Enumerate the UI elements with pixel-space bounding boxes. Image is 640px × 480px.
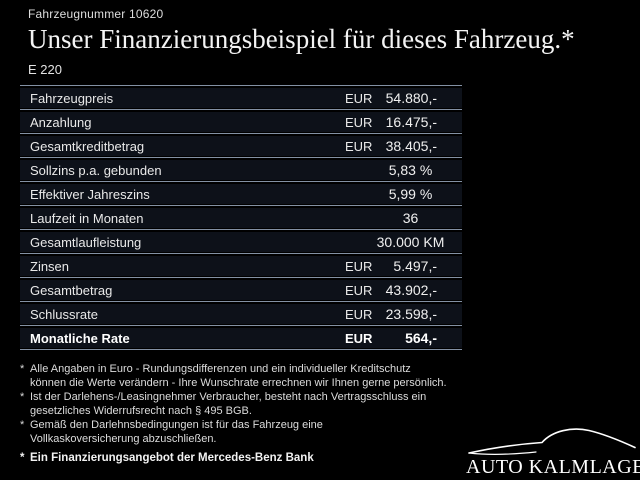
row-separator	[20, 133, 462, 134]
row-value: 5,83 %	[388, 162, 433, 178]
row-currency: EUR	[345, 114, 373, 130]
table-top-separator	[20, 85, 462, 86]
row-separator	[20, 253, 462, 254]
table-row: Fahrzeugpreis EUR 54.880,-	[20, 88, 462, 108]
row-separator	[20, 301, 462, 302]
table-row: Sollzins p.a. gebunden 5,83 %	[20, 160, 462, 180]
footnote-asterisk: *	[20, 363, 25, 375]
footnote-line: * Ist der Darlehens-/Leasingnehmer Verbr…	[20, 390, 490, 404]
row-value: 5,99 %	[388, 186, 433, 202]
row-value: 54.880,-	[385, 90, 437, 106]
row-label: Sollzins p.a. gebunden	[30, 162, 162, 178]
row-separator	[20, 157, 462, 158]
row-label: Zinsen	[30, 258, 70, 274]
row-label: Anzahlung	[30, 114, 92, 130]
row-value: 5.497,-	[393, 258, 437, 274]
footnote-text: können die Werte verändern - Ihre Wunsch…	[30, 377, 447, 389]
footnote-asterisk: *	[20, 452, 25, 464]
table-row: Anzahlung EUR 16.475,-	[20, 112, 462, 132]
footnote-line: * Gemäß den Darlehnsbedingungen ist für …	[20, 418, 490, 432]
row-label: Gesamtlaufleistung	[30, 234, 142, 250]
row-label: Effektiver Jahreszins	[30, 186, 150, 202]
footnote-line: * Alle Angaben in Euro - Rundungsdiffere…	[20, 362, 490, 376]
row-label: Schlussrate	[30, 306, 98, 322]
footnote-asterisk	[20, 432, 30, 446]
finance-table: Fahrzeugpreis EUR 54.880,- Anzahlung EUR…	[20, 84, 462, 352]
car-silhouette-icon	[468, 428, 636, 456]
footnote-line: gesetzliches Widerrufsrecht nach § 495 B…	[20, 404, 490, 418]
row-value: 36	[402, 210, 419, 226]
footnote-line: Vollkaskoversicherung abzuschließen.	[20, 432, 490, 446]
row-currency: EUR	[345, 138, 373, 154]
footnote-asterisk: *	[20, 419, 25, 431]
footnote-text: Gemäß den Darlehnsbedingungen ist für da…	[30, 419, 323, 431]
row-currency: EUR	[345, 282, 373, 298]
row-currency: EUR	[345, 90, 373, 106]
footnote-text: Vollkaskoversicherung abzuschließen.	[30, 433, 217, 445]
row-separator	[20, 181, 462, 182]
row-separator	[20, 277, 462, 278]
table-row: Gesamtlaufleistung 30.000 KM	[20, 232, 462, 252]
row-value: 30.000 KM	[376, 234, 445, 250]
financing-bank-note: * Ein Finanzierungsangebot der Mercedes-…	[20, 451, 314, 465]
footnote-line: können die Werte verändern - Ihre Wunsch…	[20, 376, 490, 390]
financing-bank-note-text: Ein Finanzierungsangebot der Mercedes-Be…	[30, 452, 314, 464]
row-label: Gesamtkreditbetrag	[30, 138, 145, 154]
table-row: Gesamtkreditbetrag EUR 38.405,-	[20, 136, 462, 156]
row-separator	[20, 205, 462, 206]
row-currency: EUR	[345, 306, 373, 322]
row-label: Fahrzeugpreis	[30, 90, 114, 106]
vehicle-number: Fahrzeugnummer 10620	[28, 7, 164, 21]
row-value: 564,-	[405, 330, 437, 346]
row-separator	[20, 349, 462, 350]
row-value: 16.475,-	[385, 114, 437, 130]
row-value: 43.902,-	[385, 282, 437, 298]
dealer-logo: AUTO KALMLAGE	[466, 424, 640, 479]
row-separator	[20, 325, 462, 326]
table-row: Schlussrate EUR 23.598,-	[20, 304, 462, 324]
row-value: 38.405,-	[385, 138, 437, 154]
table-row: Laufzeit in Monaten 36	[20, 208, 462, 228]
footnotes: * Alle Angaben in Euro - Rundungsdiffere…	[20, 362, 490, 446]
table-row: Zinsen EUR 5.497,-	[20, 256, 462, 276]
row-currency: EUR	[345, 258, 373, 274]
vehicle-model: E 220	[28, 62, 62, 77]
footnote-asterisk	[20, 376, 30, 390]
footnote-asterisk	[20, 404, 30, 418]
footnote-text: Alle Angaben in Euro - Rundungsdifferenz…	[30, 363, 411, 375]
footnote-text: gesetzliches Widerrufsrecht nach § 495 B…	[30, 405, 252, 417]
row-separator	[20, 109, 462, 110]
table-row: Effektiver Jahreszins 5,99 %	[20, 184, 462, 204]
table-row: Gesamtbetrag EUR 43.902,-	[20, 280, 462, 300]
page-header: Fahrzeugnummer 10620 Unser Finanzierungs…	[28, 7, 575, 77]
row-label: Gesamtbetrag	[30, 282, 113, 298]
table-row: Monatliche Rate EUR 564,-	[20, 328, 462, 348]
row-label: Laufzeit in Monaten	[30, 210, 144, 226]
row-currency: EUR	[345, 330, 373, 346]
page-title: Unser Finanzierungsbeispiel für dieses F…	[28, 24, 575, 54]
row-value: 23.598,-	[385, 306, 437, 322]
footnote-asterisk: *	[20, 391, 25, 403]
row-separator	[20, 229, 462, 230]
row-label: Monatliche Rate	[30, 330, 130, 346]
dealer-name: AUTO KALMLAGE	[466, 456, 640, 478]
footnote-text: Ist der Darlehens-/Leasingnehmer Verbrau…	[30, 391, 427, 403]
